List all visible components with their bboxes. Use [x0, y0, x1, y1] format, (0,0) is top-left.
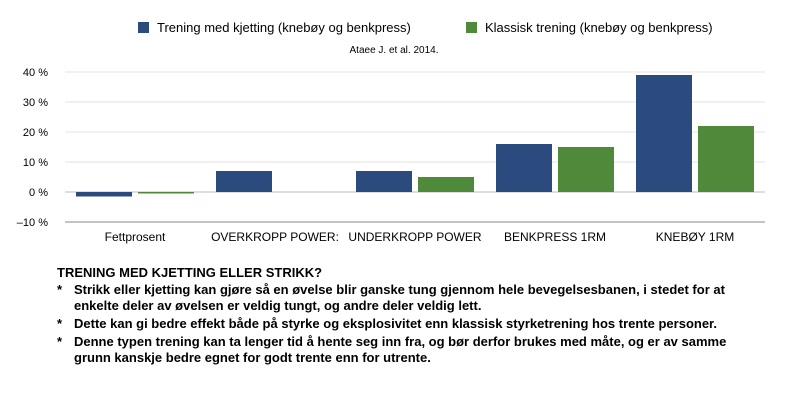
- note-text: Strikk eller kjetting kan gjøre så en øv…: [74, 282, 725, 313]
- chart-source: Ataee J. et al. 2014.: [349, 45, 439, 56]
- y-tick-label: –10 %: [17, 217, 48, 229]
- x-tick-label: OVERKROPP POWER:: [211, 230, 339, 244]
- bullet-mark: *: [57, 316, 63, 331]
- legend-swatch-chain: [138, 22, 149, 33]
- bar: [636, 75, 692, 192]
- note-item: * Dette kan gi bedre effekt både på styr…: [57, 316, 757, 332]
- bar: [76, 192, 132, 197]
- bar: [698, 126, 754, 192]
- y-tick-label: 40 %: [23, 67, 48, 79]
- bar: [496, 144, 552, 192]
- y-tick-label: 30 %: [23, 97, 48, 109]
- note-item: * Denne typen trening kan ta lenger tid …: [57, 334, 757, 366]
- y-tick-label: 20 %: [23, 127, 48, 139]
- bar: [418, 177, 474, 192]
- bullet-mark: *: [57, 334, 63, 349]
- bar: [356, 171, 412, 192]
- y-tick-label: 10 %: [23, 157, 48, 169]
- x-tick-label: Fettprosent: [105, 230, 166, 244]
- legend-item-chain: Trening med kjetting (knebøy og benkpres…: [138, 20, 411, 35]
- legend-item-classic: Klassisk trening (knebøy og benkpress): [466, 20, 713, 35]
- legend-label-classic: Klassisk trening (knebøy og benkpress): [485, 20, 713, 35]
- bullet-mark: *: [57, 282, 63, 297]
- bar: [138, 192, 194, 194]
- bar: [216, 171, 272, 192]
- x-tick-label: BENKPRESS 1RM: [504, 230, 606, 244]
- bar-chart: –10 % 0 % 10 % 20 % 30 % 40 % Fettprosent OVERK…: [17, 67, 765, 244]
- x-tick-label: UNDERKROPP POWER: [348, 230, 481, 244]
- bar: [558, 147, 614, 192]
- y-tick-label: 0 %: [29, 187, 48, 199]
- x-tick-label: KNEBØY 1RM: [656, 230, 734, 244]
- notes-title: TRENING MED KJETTING ELLER STRIKK?: [57, 265, 323, 280]
- note-text: Dette kan gi bedre effekt både på styrke…: [74, 316, 718, 331]
- notes-section: TRENING MED KJETTING ELLER STRIKK? * Str…: [57, 265, 757, 368]
- legend-swatch-classic: [466, 22, 477, 33]
- chart-legend: Trening med kjetting (knebøy og benkpres…: [0, 20, 788, 40]
- note-text: Denne typen trening kan ta lenger tid å …: [74, 334, 727, 365]
- note-item: * Strikk eller kjetting kan gjøre så en …: [57, 282, 757, 314]
- legend-label-chain: Trening med kjetting (knebøy og benkpres…: [157, 20, 411, 35]
